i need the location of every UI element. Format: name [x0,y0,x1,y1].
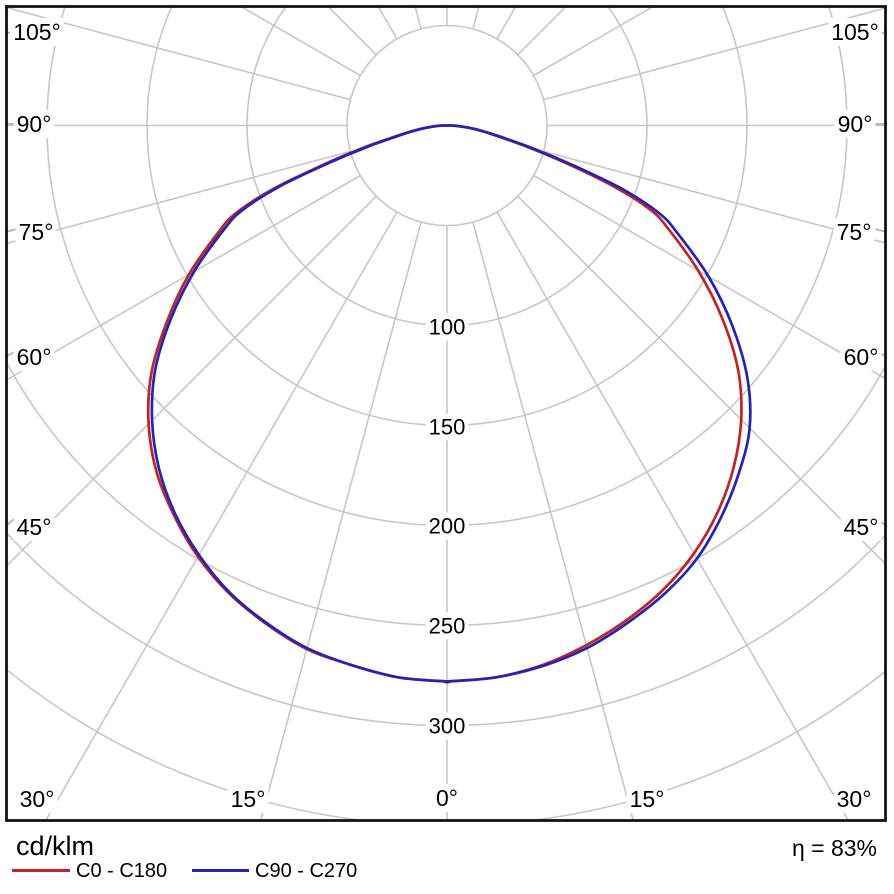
angle-label-right-7-bg [833,218,875,246]
angle-ticks [4,31,888,528]
angle-label-left-0: 105° [13,19,61,45]
plot-border [5,5,887,822]
legend-c90-c270-line-swatch [192,869,249,872]
radial-label-100: 100 [429,315,466,340]
angle-label-left-2: 75° [19,219,54,245]
angle-label-right-6: 90° [838,111,873,137]
grid-spoke-45deg [517,195,885,565]
radial-label-100-bg [425,313,469,341]
grid-spoke-165deg [472,7,480,30]
grid-spoke-255deg [7,7,351,101]
angle-label-bottom-13: 15° [630,786,665,812]
angle-label-left-3: 60° [17,344,52,370]
angle-label-left-4-bg [13,513,55,541]
angle-label-right-5-bg [828,18,882,46]
radial-label-200-bg [425,512,469,540]
grid-spoke-300deg [7,174,361,381]
legend-c0-c180-label: C0 - C180 [76,860,168,882]
angle-label-right-8-bg [840,343,882,371]
units-label: cd/klm [16,831,95,861]
grid-spoke-105deg [543,7,885,101]
radial-label-300: 300 [429,714,466,739]
radial-label-300-bg [425,712,469,740]
angle-label-right-7: 75° [837,219,872,245]
angle-label-right-9: 45° [844,514,879,540]
angle-label-bottom-12: 0° [436,785,458,811]
angle-label-bottom-11-bg [227,785,269,813]
angle-label-bottom-14: 30° [837,786,872,812]
angle-label-bottom-11: 15° [231,786,266,812]
angle-label-bottom-13-bg [626,785,668,813]
angle-label-right-6-bg [834,110,876,138]
angle-label-right-8: 60° [844,344,879,370]
radial-label-250-bg [425,612,469,640]
legend-c0-c180-line-swatch [12,869,70,872]
angle-label-left-0-bg [10,18,64,46]
grid-labels: 105° 90° 75° 60° 45° 105° 90° 75° 60° 45° 30° 15° 0°… [10,18,882,813]
angle-label-left-3-bg [13,343,55,371]
grid-spoke-330deg [45,211,398,820]
angle-label-bottom-10-bg [16,785,58,813]
radial-label-250: 250 [429,614,466,639]
angle-label-right-9-bg [840,513,882,541]
angle-label-left-1: 90° [17,111,52,137]
efficiency-label: η = 83% [791,835,877,861]
angle-label-left-4: 45° [17,514,52,540]
grid-spoke-315deg [7,195,377,567]
radial-label-200: 200 [429,514,466,539]
angle-label-left-1-bg [13,110,55,138]
angle-label-bottom-14-bg [833,785,875,813]
grid-spoke-30deg [496,211,849,820]
grid-spoke-345deg [260,221,422,820]
grid-spoke-60deg [533,174,885,380]
angle-label-right-5: 105° [831,19,879,45]
grid-spoke-285deg [7,150,351,245]
grid-spoke-75deg [543,150,885,244]
curve-c90-c270 [150,124,752,684]
radial-label-150-bg [425,413,469,441]
legend-c90-c270-label: C90 - C270 [255,860,358,882]
radial-label-150: 150 [429,415,466,440]
intensity-curves [146,124,752,684]
angle-label-bottom-10: 30° [20,786,55,812]
grid-spoke-15deg [472,221,634,820]
angle-label-left-2-bg [15,218,57,246]
grid-spoke-195deg [414,7,422,30]
angle-label-bottom-12-bg [433,784,461,812]
